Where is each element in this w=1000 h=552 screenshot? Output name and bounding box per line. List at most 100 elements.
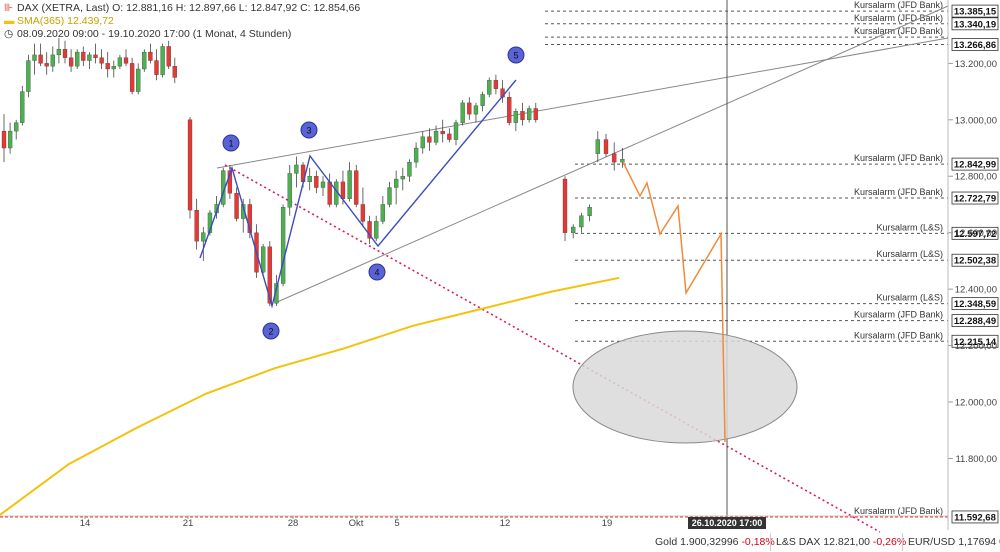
candle-body: [160, 46, 165, 75]
candle: [14, 119, 19, 140]
sma-legend[interactable]: ▬ SMA(365) 12.439,72: [4, 15, 114, 27]
candle: [393, 170, 399, 205]
candle-body: [562, 178, 568, 233]
crosshair-date-label: 26.10.2020 17:00: [692, 518, 763, 528]
candle: [347, 162, 352, 202]
candle-body: [527, 108, 532, 120]
alarm-level-label: Kursalarm (JFD Bank): [854, 310, 943, 320]
price-tag-label: 12.722,79: [954, 194, 996, 205]
period-info: ◷ 08.09.2020 09:00 - 19.10.2020 17:00 (1 …: [4, 28, 291, 40]
candle-body: [393, 178, 399, 188]
candle: [105, 52, 110, 78]
wave-marker: 1: [222, 134, 240, 152]
wave-marker-circle: [300, 121, 318, 139]
y-tick-label: 12.200,00: [955, 341, 997, 352]
candle: [527, 105, 532, 123]
candle-body: [99, 57, 104, 64]
candle: [166, 40, 171, 70]
candle-body: [493, 80, 499, 89]
candle-body: [480, 94, 485, 106]
sma-365-line: [0, 276, 620, 516]
candle: [26, 54, 31, 98]
candle: [187, 116, 193, 219]
period-label: 08.09.2020 09:00 - 19.10.2020 17:00 (1 M…: [17, 28, 292, 40]
candle: [400, 167, 405, 191]
y-tick-label: 12.000,00: [955, 398, 997, 409]
candle: [612, 142, 617, 171]
price-tag-box: [951, 253, 999, 267]
x-tick-label: 28: [288, 518, 299, 529]
candle-body: [172, 66, 177, 78]
price-tag-box: [951, 314, 999, 327]
candle-body: [367, 221, 372, 239]
candle: [154, 49, 159, 81]
y-axis: 11.800,00 12.000,00 12.200,00 12.400,00 12.6…: [947, 0, 997, 530]
candle: [473, 102, 479, 123]
candle: [99, 49, 104, 70]
candle: [507, 91, 512, 126]
x-tick-label: 5: [394, 518, 399, 529]
candle: [32, 43, 37, 75]
candle: [267, 241, 272, 307]
candle: [201, 227, 206, 261]
candle: [620, 148, 625, 168]
wave-marker: 2: [262, 322, 280, 340]
ticker-lsdax[interactable]: L&S DAX 12.821,00 -0,26%: [776, 532, 906, 552]
candle-body: [287, 173, 292, 208]
candle-body: [50, 54, 55, 67]
candle-body: [194, 209, 199, 242]
candle: [117, 54, 123, 70]
candle-body: [340, 181, 346, 199]
ticker-gold[interactable]: Gold 1.900,32996 -0,18%: [655, 532, 775, 552]
candle-body: [595, 139, 600, 154]
candle: [56, 37, 62, 64]
chart-title-line: ⊪ DAX (XETRA, Last) O: 12.881,16 H: 12.89…: [4, 2, 360, 14]
candle-body: [148, 51, 153, 61]
candle-body: [267, 246, 272, 304]
candle-body: [467, 102, 472, 115]
candle: [280, 204, 286, 287]
candle: [160, 43, 165, 78]
price-tag-label: 13.266,86: [954, 40, 996, 51]
candle: [354, 164, 359, 208]
candle: [81, 46, 86, 67]
drawings: 1 2 3 4 5: [199, 46, 798, 444]
price-tag-label: 13.340,19: [954, 19, 996, 30]
price-tag-label: 12.348,59: [954, 299, 996, 310]
price-tag-box: [951, 157, 999, 171]
candle-body: [44, 63, 49, 67]
price-tag-box: [951, 17, 999, 31]
candle: [493, 74, 499, 95]
candle-body: [166, 46, 171, 67]
candle-body: [38, 54, 43, 64]
wave-marker-label: 5: [513, 51, 518, 61]
x-tick-label: 21: [183, 518, 194, 529]
candle: [294, 156, 299, 188]
candle-body: [32, 54, 37, 61]
candle-body: [473, 105, 479, 115]
candle-body: [354, 170, 359, 205]
candle: [374, 215, 379, 242]
wave-marker: 3: [300, 121, 318, 139]
candle-body: [227, 170, 233, 194]
y-tick-label: 12.800,00: [955, 172, 997, 183]
candle-body: [7, 130, 13, 149]
wave-marker-label: 4: [374, 268, 379, 278]
candle-body: [142, 51, 147, 70]
candle: [136, 63, 141, 95]
candle: [360, 187, 366, 228]
candle: [75, 49, 80, 70]
ticker-eurusd[interactable]: EUR/USD 1,17694 0,: [908, 532, 1000, 552]
plot-area[interactable]: [0, 0, 948, 516]
candle-body: [387, 187, 392, 205]
sma-swatch-icon: ▬: [4, 15, 15, 27]
candle-body: [123, 57, 129, 64]
candle: [172, 57, 177, 84]
wave-marker-circle: [507, 46, 525, 64]
price-tag-box: [951, 191, 999, 205]
y-tick-label: 13.200,00: [955, 59, 997, 70]
candle-body: [68, 57, 74, 67]
candle-body: [314, 176, 319, 188]
candle: [111, 60, 116, 78]
